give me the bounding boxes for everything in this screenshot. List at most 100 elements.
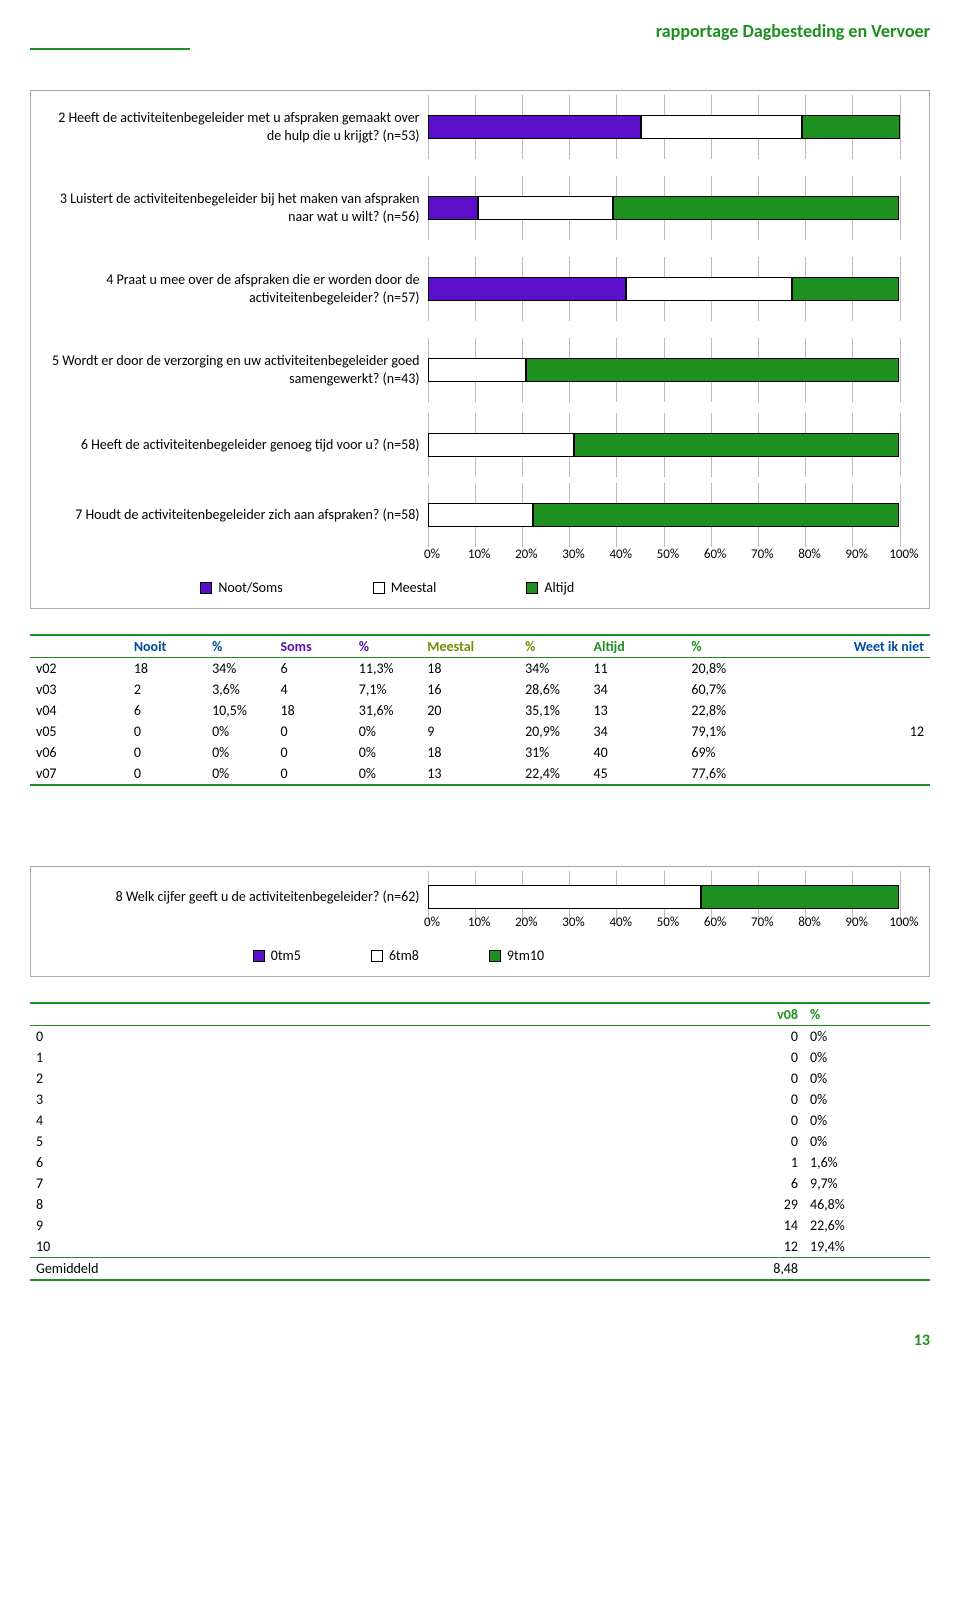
table1: Nooit % Soms % Meestal % Altijd % Weet i… [30, 634, 930, 786]
table-row: 769,7% [30, 1173, 930, 1194]
page-number: 13 [30, 1331, 930, 1350]
legend-label: 9tm10 [507, 947, 544, 964]
bar-segment [533, 503, 899, 527]
axis-tick: 20% [515, 547, 537, 562]
table2: v08 % 000%100%200%300%400%500%611,6%769,… [30, 1002, 930, 1281]
chart1-legend: Noot/Soms Meestal Altijd [43, 579, 917, 596]
axis-tick: 90% [845, 915, 867, 930]
legend-item: Altijd [526, 579, 574, 596]
table-row: 200% [30, 1068, 930, 1089]
bar-segment [428, 358, 527, 382]
axis-tick: 100% [889, 915, 918, 930]
table-row: v0323,6%47,1%1628,6%3460,7% [30, 679, 930, 700]
chart2-bar [428, 885, 900, 909]
legend-label: 6tm8 [389, 947, 419, 964]
chart2-q-label: 8 Welk cijfer geeft u de activiteitenbeg… [43, 888, 428, 906]
chart1-q-label: 5 Wordt er door de verzorging en uw acti… [43, 352, 428, 387]
axis-tick: 70% [751, 915, 773, 930]
bar-segment [428, 115, 642, 139]
bar-segment [428, 503, 534, 527]
bar-segment [701, 885, 899, 909]
chart1-bar [428, 503, 900, 527]
table1-h-meestal: Meestal [421, 635, 519, 658]
axis-tick: 10% [468, 915, 490, 930]
axis-tick: 0% [424, 547, 440, 562]
bar-segment [428, 433, 574, 457]
chart1-q-label: 3 Luistert de activiteitenbegeleider bij… [43, 190, 428, 225]
bar-segment [428, 196, 478, 220]
chart1-axis: 0%10%20%30%40%50%60%70%80%90%100% [432, 547, 904, 565]
chart1-row: 2 Heeft de activiteitenbegeleider met u … [43, 109, 917, 144]
axis-tick: 0% [424, 915, 440, 930]
table1-h-altijd: Altijd [588, 635, 686, 658]
bar-segment [428, 277, 627, 301]
axis-tick: 50% [657, 547, 679, 562]
table-row: 100% [30, 1047, 930, 1068]
chart1-bar [428, 277, 900, 301]
chart1-panel: 2 Heeft de activiteitenbegeleider met u … [30, 90, 930, 609]
table-row: v0700%00%1322,4%4577,6% [30, 763, 930, 785]
table-row: v0600%00%1831%4069% [30, 742, 930, 763]
legend-item: 0tm5 [253, 947, 301, 964]
bar-segment [641, 115, 801, 139]
page-header: rapportage Dagbesteding en Vervoer [30, 20, 930, 42]
legend-swatch [373, 582, 385, 594]
table1-header-row: Nooit % Soms % Meestal % Altijd % Weet i… [30, 635, 930, 658]
table1-h-nooit: Nooit [128, 635, 206, 658]
bar-segment [526, 358, 899, 382]
bar-segment [428, 885, 702, 909]
table-row: 91422,6% [30, 1215, 930, 1236]
chart1-row: 3 Luistert de activiteitenbegeleider bij… [43, 190, 917, 225]
table-row: v021834%611,3%1834%1120,8% [30, 658, 930, 680]
axis-tick: 50% [657, 915, 679, 930]
legend-item: Noot/Soms [200, 579, 282, 596]
chart1-q-label: 7 Houdt de activiteitenbegeleider zich a… [43, 506, 428, 524]
chart1-row: 6 Heeft de activiteitenbegeleider genoeg… [43, 433, 917, 457]
legend-label: Meestal [391, 579, 437, 596]
axis-tick: 80% [798, 915, 820, 930]
chart2-panel: 8 Welk cijfer geeft u de activiteitenbeg… [30, 866, 930, 977]
table1-h-weet: Weet ik niet [754, 635, 930, 658]
legend-swatch [253, 950, 265, 962]
legend-swatch [489, 950, 501, 962]
chart2-axis: 0%10%20%30%40%50%60%70%80%90%100% [432, 915, 904, 933]
table-row: 300% [30, 1089, 930, 1110]
axis-tick: 60% [704, 547, 726, 562]
header-rule [30, 48, 190, 50]
chart1-bar [428, 433, 900, 457]
chart1-row: 7 Houdt de activiteitenbegeleider zich a… [43, 503, 917, 527]
axis-tick: 10% [468, 547, 490, 562]
legend-label: Noot/Soms [218, 579, 282, 596]
chart1-q-label: 2 Heeft de activiteitenbegeleider met u … [43, 109, 428, 144]
bar-segment [792, 277, 900, 301]
chart1-q-label: 4 Praat u mee over de afspraken die er w… [43, 271, 428, 306]
table-row: 000% [30, 1026, 930, 1048]
axis-tick: 40% [609, 915, 631, 930]
chart1-bar [428, 358, 900, 382]
chart1-row: 4 Praat u mee over de afspraken die er w… [43, 271, 917, 306]
axis-tick: 100% [889, 547, 918, 562]
axis-tick: 30% [562, 915, 584, 930]
bar-segment [574, 433, 900, 457]
table-row: 400% [30, 1110, 930, 1131]
table-row: 101219,4% [30, 1236, 930, 1258]
legend-item: 6tm8 [371, 947, 419, 964]
axis-tick: 60% [704, 915, 726, 930]
legend-swatch [526, 582, 538, 594]
axis-tick: 90% [845, 547, 867, 562]
legend-item: Meestal [373, 579, 437, 596]
table2-footer-row: Gemiddeld8,48 [30, 1258, 930, 1281]
bar-segment [613, 196, 899, 220]
legend-swatch [371, 950, 383, 962]
table-row: 500% [30, 1131, 930, 1152]
legend-label: Altijd [544, 579, 574, 596]
legend-item: 9tm10 [489, 947, 544, 964]
axis-tick: 70% [751, 547, 773, 562]
axis-tick: 30% [562, 547, 584, 562]
table-row: 82946,8% [30, 1194, 930, 1215]
table2-header-row: v08 % [30, 1003, 930, 1026]
bar-segment [802, 115, 900, 139]
chart2-legend: 0tm5 6tm8 9tm10 [43, 947, 917, 964]
table-row: v04610,5%1831,6%2035,1%1322,8% [30, 700, 930, 721]
table2-h-v08: v08 [714, 1003, 804, 1026]
